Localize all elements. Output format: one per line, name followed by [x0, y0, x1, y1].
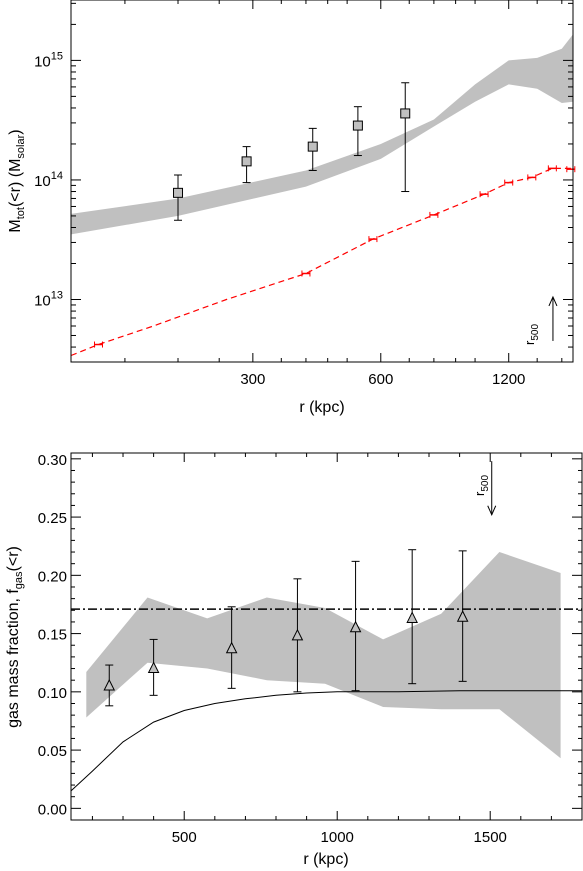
triangle-marker [291, 628, 304, 641]
square-marker [241, 156, 252, 167]
data-point [352, 106, 363, 157]
data-point [225, 606, 238, 689]
triangle-marker [225, 641, 238, 654]
square-marker [352, 120, 363, 131]
gas-fraction-band-area [86, 552, 561, 759]
y-tick-label: 0.05 [38, 743, 67, 760]
triangle-marker [406, 611, 418, 623]
gas-fraction-points [103, 549, 469, 707]
bottom-panel-gas-fraction: r500 500 1000 1500 0.00 0.05 0.10 0.15 0.20 0.2… [5, 452, 583, 868]
x-tick-label: 600 [368, 371, 393, 388]
data-point [103, 664, 116, 707]
gas-mass-marker [566, 166, 576, 173]
bottom-y-axis-title: gas mass fraction, fgas(<r) [5, 546, 25, 728]
y-tick-label: 0.20 [38, 568, 67, 585]
x-tick-label: 1200 [492, 371, 525, 388]
triangle-marker [103, 678, 116, 691]
r500-arrow-head [487, 505, 497, 516]
top-y-axis-title: Mtot(<r) (Msolar) [7, 129, 27, 232]
square-marker [307, 141, 318, 152]
data-point [291, 578, 304, 693]
y-tick-label: 1014 [34, 170, 63, 190]
gas-mass-marker [368, 236, 378, 243]
triangle-marker [147, 661, 160, 674]
data-point [406, 549, 418, 685]
total-mass-points [173, 82, 411, 221]
gas-mass-marker [301, 270, 311, 277]
model-curve [70, 690, 582, 792]
gas-mass-marker [527, 174, 537, 181]
x-tick-label: 1000 [321, 829, 354, 846]
y-tick-label: 0.15 [38, 627, 67, 644]
data-point [147, 638, 160, 696]
y-tick-label: 0.10 [38, 685, 67, 702]
top-plot-frame [70, 0, 574, 363]
data-point [456, 550, 469, 682]
square-marker [400, 108, 411, 119]
r500-marker: r500 [522, 295, 558, 345]
bottom-plot-frame [70, 452, 583, 821]
top-y-ticks: 1013 1014 1015 [34, 2, 573, 363]
top-panel-mass-profile: r500 300 600 1200 1013 1014 1015 r (kpc) Mto… [7, 0, 576, 416]
r500-arrow-head [548, 295, 558, 307]
triangle-marker [456, 610, 469, 622]
data-point [241, 146, 252, 184]
bottom-y-ticks: 0.00 0.05 0.10 0.15 0.20 0.25 0.30 [38, 452, 582, 818]
triangle-marker [349, 620, 362, 633]
total-mass-band [71, 34, 573, 235]
top-x-axis-title: r (kpc) [299, 399, 344, 416]
r500-marker: r500 [472, 461, 497, 516]
gas-fraction-band [86, 552, 561, 759]
x-tick-label: 1500 [474, 829, 507, 846]
r500-label: r500 [522, 324, 541, 345]
data-point [173, 174, 184, 221]
x-tick-label: 500 [172, 829, 197, 846]
r500-label: r500 [472, 475, 491, 496]
gas-mass-marker [504, 179, 514, 186]
gas-mass-marker [94, 341, 104, 348]
y-tick-label: 1015 [34, 50, 63, 70]
y-tick-label: 0.30 [38, 452, 67, 469]
top-x-ticks: 300 600 1200 [124, 0, 563, 388]
square-marker [173, 187, 184, 198]
gas-mass-curve [70, 167, 573, 357]
y-tick-label: 1013 [34, 289, 63, 309]
bottom-x-ticks: 500 1000 1500 [91, 453, 552, 846]
data-point [400, 82, 411, 193]
y-tick-label: 0.25 [38, 510, 67, 527]
gas-mass-marker [547, 165, 557, 172]
total-mass-band-area [71, 34, 573, 235]
gas-mass-profile [70, 165, 576, 357]
data-point [307, 127, 318, 171]
data-point [349, 560, 362, 692]
bottom-x-axis-title: r (kpc) [303, 851, 348, 868]
x-tick-label: 300 [240, 371, 265, 388]
gas-mass-marker [479, 191, 489, 198]
gas-mass-marker [429, 211, 439, 218]
y-tick-label: 0.00 [38, 801, 67, 818]
